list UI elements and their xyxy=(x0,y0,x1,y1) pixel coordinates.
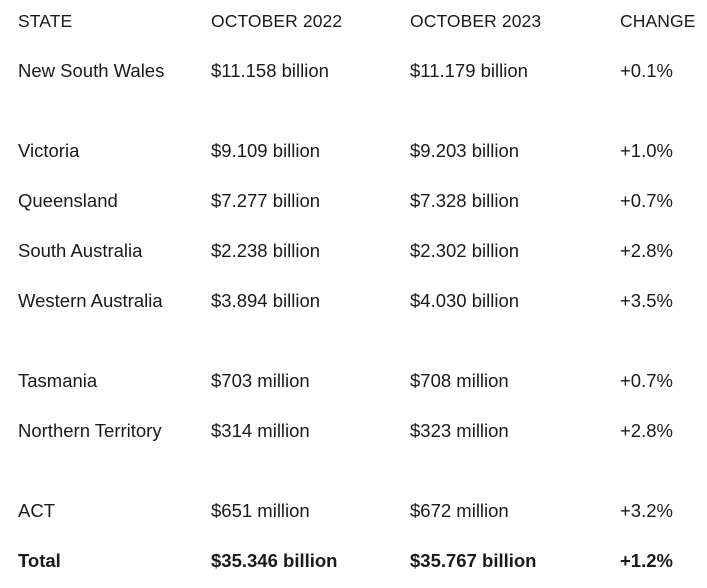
header-october-2023: OCTOBER 2023 xyxy=(410,11,542,31)
oct2022-cell: $651 million xyxy=(211,500,310,521)
oct2023-cell: $708 million xyxy=(410,370,509,391)
state-cell: Northern Territory xyxy=(18,420,162,441)
oct2023-cell: $9.203 billion xyxy=(410,140,520,161)
change-cell: +2.8% xyxy=(620,420,673,441)
total-oct2022: $35.346 billion xyxy=(211,550,338,571)
state-cell: Tasmania xyxy=(18,370,98,391)
total-oct2023: $35.767 billion xyxy=(410,550,537,571)
oct2022-cell: $11.158 billion xyxy=(211,60,329,81)
change-cell: +3.5% xyxy=(620,290,673,311)
header-october-2022: OCTOBER 2022 xyxy=(211,11,343,31)
change-cell: +0.7% xyxy=(620,370,673,391)
oct2023-cell: $7.328 billion xyxy=(410,190,520,211)
oct2022-cell: $3.894 billion xyxy=(211,290,321,311)
state-cell: Queensland xyxy=(18,190,118,211)
oct2023-cell: $672 million xyxy=(410,500,509,521)
change-cell: +2.8% xyxy=(620,240,673,261)
oct2023-cell: $2.302 billion xyxy=(410,240,520,261)
oct2022-cell: $703 million xyxy=(211,370,310,391)
oct2022-cell: $2.238 billion xyxy=(211,240,321,261)
oct2022-cell: $314 million xyxy=(211,420,310,441)
change-cell: +0.7% xyxy=(620,190,673,211)
state-cell: Western Australia xyxy=(18,290,163,311)
change-cell: +0.1% xyxy=(620,60,673,81)
header-change: CHANGE xyxy=(620,11,696,31)
total-change: +1.2% xyxy=(620,550,673,571)
oct2022-cell: $9.109 billion xyxy=(211,140,321,161)
total-label: Total xyxy=(18,550,61,571)
oct2023-cell: $4.030 billion xyxy=(410,290,520,311)
oct2022-cell: $7.277 billion xyxy=(211,190,321,211)
state-cell: ACT xyxy=(18,500,55,521)
state-cell: Victoria xyxy=(18,140,80,161)
header-state: STATE xyxy=(18,11,73,31)
change-cell: +1.0% xyxy=(620,140,673,161)
change-cell: +3.2% xyxy=(620,500,673,521)
oct2023-cell: $323 million xyxy=(410,420,509,441)
state-cell: South Australia xyxy=(18,240,143,261)
state-cell: New South Wales xyxy=(18,60,165,81)
oct2023-cell: $11.179 billion xyxy=(410,60,528,81)
